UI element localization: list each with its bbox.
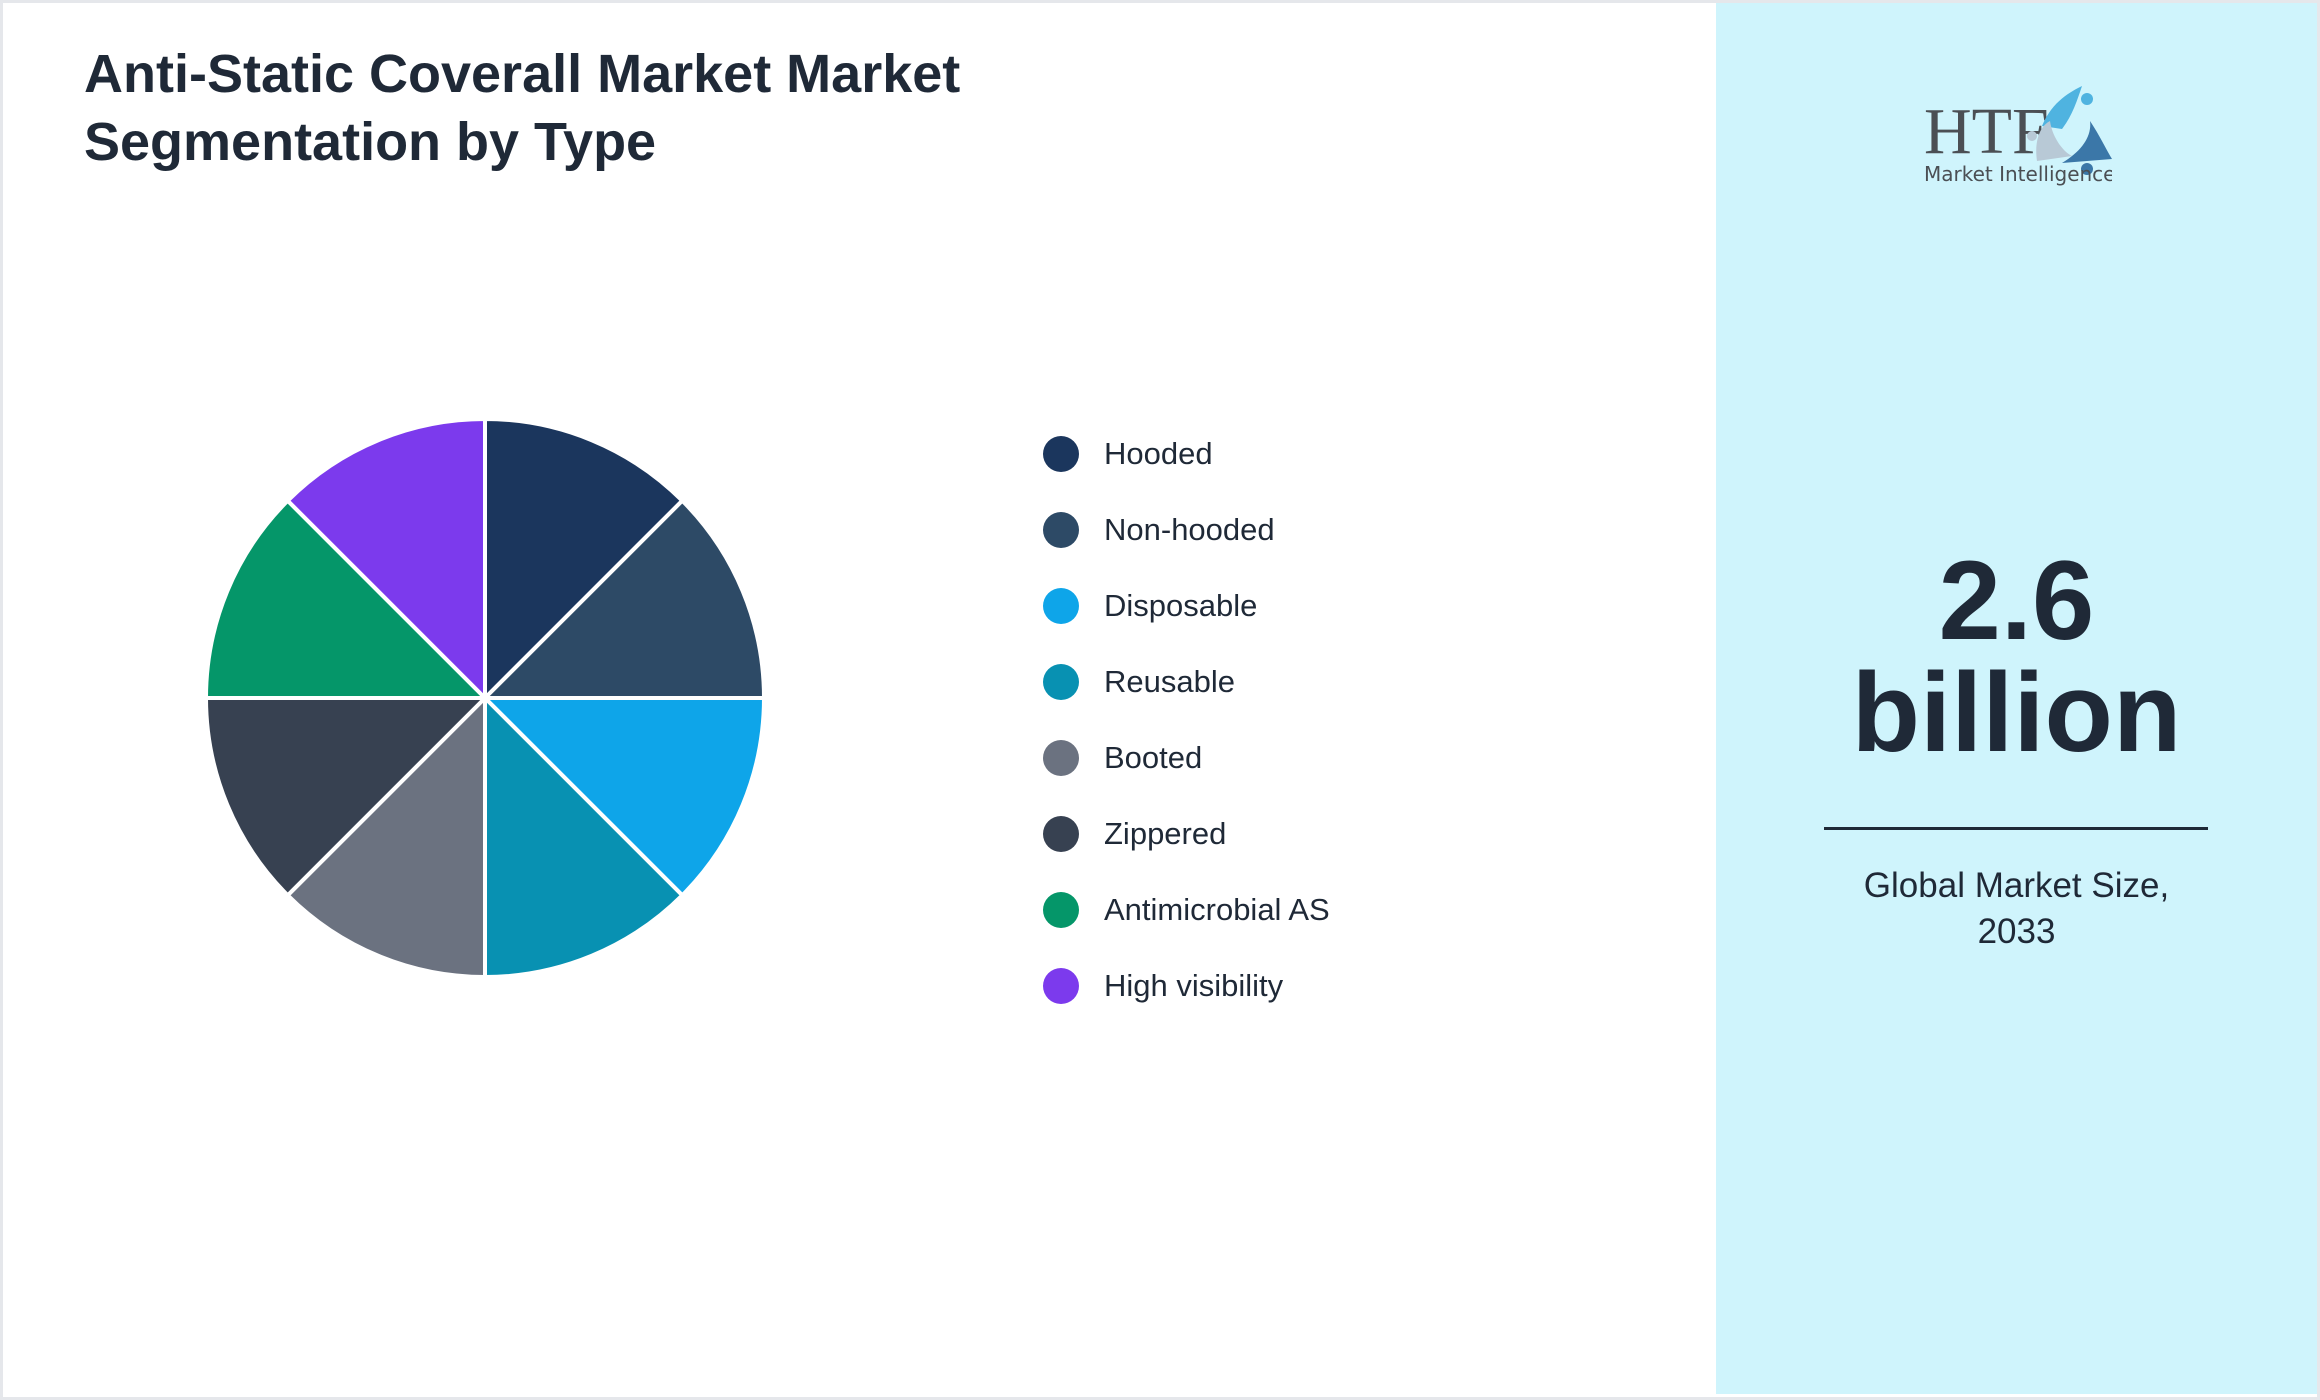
market-size-value: 2.6: [1938, 538, 2095, 663]
legend-swatch: [1043, 436, 1079, 472]
legend-item: Non-hooded: [1043, 492, 1330, 568]
pie-slice-high-visibility: [284, 416, 487, 703]
pie-chart: [203, 416, 767, 980]
htf-logo: HTF Market Intelligence: [1924, 86, 2112, 186]
legend-item: Zippered: [1043, 796, 1330, 872]
legend-item: Reusable: [1043, 644, 1330, 720]
svg-text:Market Intelligence: Market Intelligence: [1924, 162, 2112, 186]
chart-title: Anti-Static Coverall Market Market Segme…: [84, 40, 1184, 176]
pie-slice-hooded: [483, 416, 686, 703]
legend-swatch: [1043, 740, 1079, 776]
legend-label: Non-hooded: [1104, 512, 1275, 547]
pie-slice-zippered: [203, 696, 490, 899]
pie-slice-reusable: [483, 693, 686, 980]
market-size-unit: billion: [1851, 650, 2182, 775]
legend-item: Hooded: [1043, 416, 1330, 492]
market-size-panel: HTF Market Intelligence 2.6 billion Glob…: [1716, 3, 2317, 1394]
legend: Hooded Non-hooded Disposable Reusable Booted…: [1043, 416, 1330, 1024]
legend-item: Booted: [1043, 720, 1330, 796]
legend-label: Disposable: [1104, 588, 1258, 623]
legend-label: Booted: [1104, 740, 1203, 775]
legend-swatch: [1043, 892, 1079, 928]
chart-title-line-2: Segmentation by Type: [84, 112, 657, 172]
legend-label: Hooded: [1104, 436, 1213, 471]
legend-swatch: [1043, 512, 1079, 548]
legend-label: Zippered: [1104, 816, 1227, 851]
market-size-caption: Global Market Size, 2033: [1716, 863, 2317, 955]
pie-slice-non-hooded: [480, 497, 767, 700]
legend-label: Reusable: [1104, 664, 1235, 699]
pie-slice-antimicrobial-as: [203, 497, 490, 700]
legend-label: Antimicrobial AS: [1104, 892, 1330, 927]
legend-swatch: [1043, 588, 1079, 624]
legend-swatch: [1043, 664, 1079, 700]
legend-swatch: [1043, 816, 1079, 852]
legend-item: Antimicrobial AS: [1043, 872, 1330, 948]
svg-text:HTF: HTF: [1924, 95, 2049, 168]
pie-slice-disposable: [480, 696, 767, 899]
legend-label: High visibility: [1104, 968, 1284, 1003]
legend-item: Disposable: [1043, 568, 1330, 644]
divider: [1824, 827, 2208, 830]
caption-line-2: 2033: [1977, 912, 2056, 951]
legend-swatch: [1043, 968, 1079, 1004]
chart-title-line-1: Anti-Static Coverall Market Market: [84, 44, 961, 104]
legend-item: High visibility: [1043, 948, 1330, 1024]
pie-slice-booted: [284, 693, 487, 980]
caption-line-1: Global Market Size,: [1863, 866, 2170, 905]
